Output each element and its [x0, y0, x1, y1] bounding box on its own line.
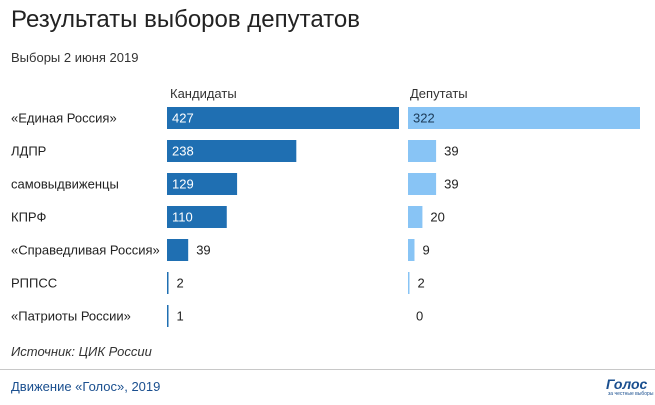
chart-subtitle: Выборы 2 июня 2019: [11, 50, 139, 65]
bar-candidates: [167, 107, 399, 129]
value-label-deputies: 39: [444, 144, 458, 159]
value-label-candidates: 1: [177, 309, 184, 324]
value-label-deputies: 322: [413, 111, 435, 126]
bar-deputies: [408, 107, 640, 129]
series-header-candidates: Кандидаты: [170, 86, 237, 101]
value-label-deputies: 0: [416, 309, 423, 324]
bar-deputies: [408, 239, 415, 261]
footer-credit: Движение «Голос», 2019: [11, 379, 161, 394]
bar-chart: «Единая Россия» 427 322 ЛДПР 238 39 самовыдвиж…: [11, 107, 640, 327]
category-label: «Патриоты России»: [11, 309, 131, 324]
logo-text: Голос: [606, 376, 648, 392]
source-note: Источник: ЦИК России: [11, 344, 152, 359]
category-label: КПРФ: [11, 210, 46, 225]
value-label-deputies: 9: [422, 243, 429, 258]
category-label: ЛДПР: [11, 144, 46, 159]
value-label-candidates: 39: [196, 243, 210, 258]
chart-title: Результаты выборов депутатов: [11, 6, 360, 33]
bar-candidates: [167, 173, 238, 195]
value-label-deputies: 20: [430, 210, 444, 225]
golos-logo: Голос за честные выборы: [606, 376, 654, 398]
value-label-deputies: 2: [418, 276, 425, 291]
bar-candidates: [167, 140, 297, 162]
bar-deputies: [408, 206, 423, 228]
value-label-candidates: 2: [177, 276, 184, 291]
bar-deputies: [408, 173, 437, 195]
series-header-deputies: Депутаты: [410, 86, 468, 101]
category-label: «Единая Россия»: [11, 111, 117, 126]
bar-deputies: [408, 272, 410, 294]
bar-deputies: [408, 140, 437, 162]
bar-candidates: [167, 272, 169, 294]
bar-candidates: [167, 206, 227, 228]
category-label: самовыдвиженцы: [11, 177, 119, 192]
logo-subtext: за честные выборы: [608, 391, 654, 397]
category-label: «Справедливая Россия»: [11, 243, 160, 258]
value-label-candidates: 238: [172, 144, 194, 159]
footer-divider: [0, 369, 655, 370]
bar-candidates: [167, 239, 189, 261]
category-label: РППСС: [11, 276, 57, 291]
value-label-candidates: 129: [172, 177, 194, 192]
value-label-deputies: 39: [444, 177, 458, 192]
value-label-candidates: 110: [172, 210, 193, 225]
bar-candidates: [167, 305, 169, 327]
value-label-candidates: 427: [172, 111, 194, 126]
